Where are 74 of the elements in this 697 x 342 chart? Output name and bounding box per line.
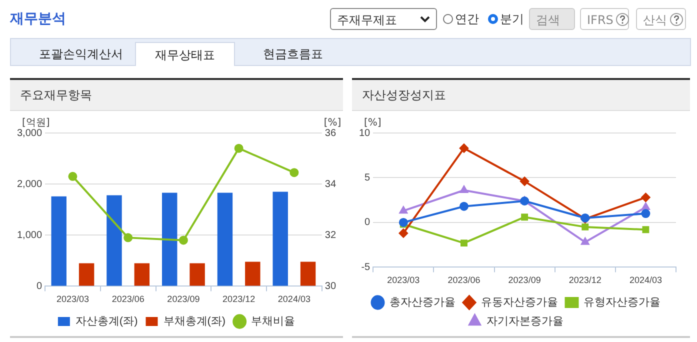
bar xyxy=(217,192,233,286)
bar xyxy=(78,263,94,286)
point xyxy=(398,228,408,238)
point xyxy=(459,144,468,153)
point xyxy=(641,209,650,218)
y-tick-label: 0 xyxy=(36,280,42,292)
x-tick-label: 2024/03 xyxy=(629,275,662,286)
point xyxy=(234,144,244,153)
chart-title: 자산성장성지표 xyxy=(352,80,690,111)
legend-label: 유동자산증가율 xyxy=(480,296,558,309)
y-tick-label: 3,000 xyxy=(16,128,42,139)
point xyxy=(399,206,408,214)
point xyxy=(641,192,650,202)
y2-axis-title: [%] xyxy=(324,118,342,129)
point xyxy=(582,223,589,230)
x-tick-label: 2023/09 xyxy=(508,275,541,286)
text: IFRS xyxy=(587,13,614,27)
point xyxy=(460,240,468,247)
y2-tick-label: 32 xyxy=(324,230,336,241)
bar xyxy=(272,192,288,286)
x-tick-label: 2023/12 xyxy=(568,275,602,286)
legend-label: 부채총계(좌) xyxy=(163,316,226,328)
x-tick-label: 2023/03 xyxy=(387,275,420,286)
y-tick-label: 10 xyxy=(359,128,371,139)
x-tick-label: 2023/12 xyxy=(222,294,256,304)
point xyxy=(68,172,78,181)
chart-title: 주요재무항목 xyxy=(10,80,343,111)
y-tick-label: 2,000 xyxy=(16,178,42,190)
text: 검색 xyxy=(536,13,560,27)
text: 재무분석 xyxy=(10,10,66,28)
legend-label: 자기자본증가율 xyxy=(486,316,564,328)
point xyxy=(290,168,299,178)
text: 분기 xyxy=(500,12,524,26)
y-tick-label: 1,000 xyxy=(16,230,42,241)
point xyxy=(642,202,650,210)
x-tick-label: 2023/09 xyxy=(167,294,200,304)
x-tick-label: 2023/06 xyxy=(448,275,480,286)
legend-label: 자산총계(좌) xyxy=(75,316,138,328)
x-tick-label: 2023/06 xyxy=(112,294,144,304)
y-axis-title: [억원] xyxy=(22,118,50,129)
y2-tick-label: 36 xyxy=(324,128,336,139)
y2-tick-label: 30 xyxy=(324,280,336,292)
point xyxy=(124,233,133,242)
bar xyxy=(134,263,150,286)
y2-tick-label: 34 xyxy=(324,178,336,190)
bar xyxy=(300,262,316,286)
bar xyxy=(245,262,260,286)
point xyxy=(642,226,650,234)
bar xyxy=(106,195,122,286)
x-tick-label: 2024/03 xyxy=(278,294,310,304)
text: 현금흐름표 xyxy=(262,46,324,63)
y-axis-title: [%] xyxy=(364,118,382,129)
bar xyxy=(51,196,66,286)
text: 주재무제표 xyxy=(337,13,397,27)
text: 산식 xyxy=(643,13,667,27)
point xyxy=(581,238,590,245)
bar xyxy=(190,263,205,286)
point xyxy=(459,202,468,211)
y-tick-label: -5 xyxy=(361,262,371,273)
point xyxy=(521,214,528,221)
y-tick-label: 5 xyxy=(364,172,371,184)
text: 연간 xyxy=(455,12,479,26)
point xyxy=(178,236,188,245)
legend-label: 유형자산증가율 xyxy=(583,296,660,309)
bar xyxy=(162,192,178,286)
legend-label: 부채비율 xyxy=(251,316,296,328)
point xyxy=(398,218,408,227)
y-tick-label: 0 xyxy=(364,217,371,228)
legend-label: 총자산증가율 xyxy=(389,296,456,309)
x-tick-label: 2023/03 xyxy=(56,294,89,304)
text: 재무상태표 xyxy=(135,42,235,66)
point xyxy=(520,176,530,186)
point xyxy=(460,186,468,194)
text: 포괄손익계산서 xyxy=(38,46,124,63)
